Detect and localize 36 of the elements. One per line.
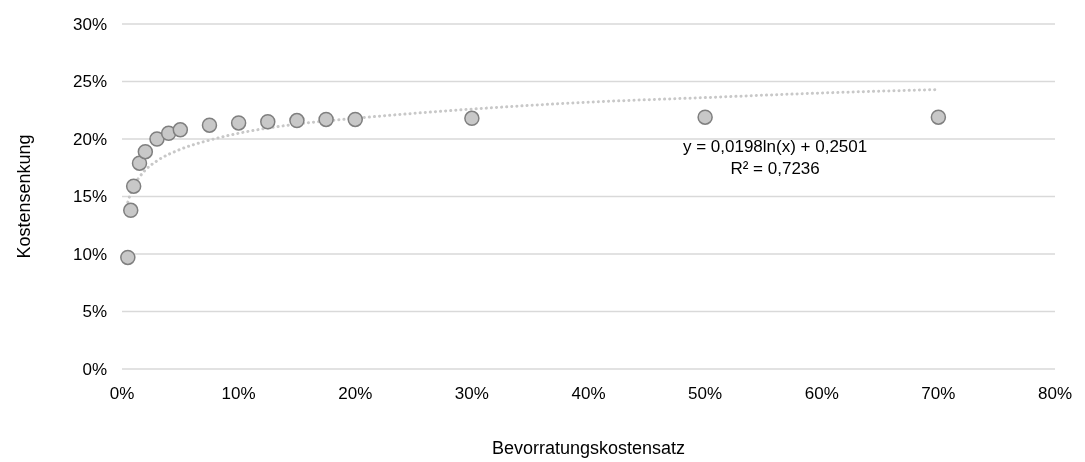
point [120, 249, 136, 266]
annotation: R² = 0,7236 [730, 158, 820, 178]
point [930, 109, 947, 125]
point [172, 122, 189, 138]
y-tick-label: 25% [72, 72, 107, 92]
x-tick-label: 80% [1037, 384, 1073, 403]
y-tick-label: 30% [72, 14, 107, 34]
y-tick-label: 10% [72, 244, 107, 264]
x-tick-label: 50% [688, 384, 723, 403]
x-tick-label: 40% [571, 384, 606, 403]
point [697, 109, 713, 125]
y-tick-label: 20% [72, 129, 107, 149]
x-tick-label: 30% [454, 384, 489, 403]
x-axis-title: Bevorratungskostensatz [491, 438, 686, 458]
point [289, 112, 305, 129]
y-tick-label: 0% [82, 359, 107, 379]
y-axis-title: Kostensenkung [14, 134, 34, 259]
y-tick-label: 5% [82, 302, 107, 322]
x-tick-label: 70% [921, 384, 956, 403]
y-tick-label: 15% [72, 187, 107, 207]
point [137, 143, 154, 160]
point [230, 115, 247, 131]
point [123, 202, 139, 219]
point [347, 111, 363, 128]
point [201, 117, 218, 133]
x-tick-label: 60% [804, 384, 839, 403]
point [149, 131, 165, 147]
point [318, 111, 334, 128]
x-tick-label: 10% [221, 384, 256, 403]
point [260, 114, 276, 130]
point [464, 110, 480, 127]
annotation: y = 0,0198ln(x) + 0,2501 [682, 136, 868, 156]
point [131, 155, 148, 171]
x-tick-label: 0% [109, 384, 135, 403]
point [125, 178, 142, 194]
x-tick-label: 20% [338, 384, 373, 403]
